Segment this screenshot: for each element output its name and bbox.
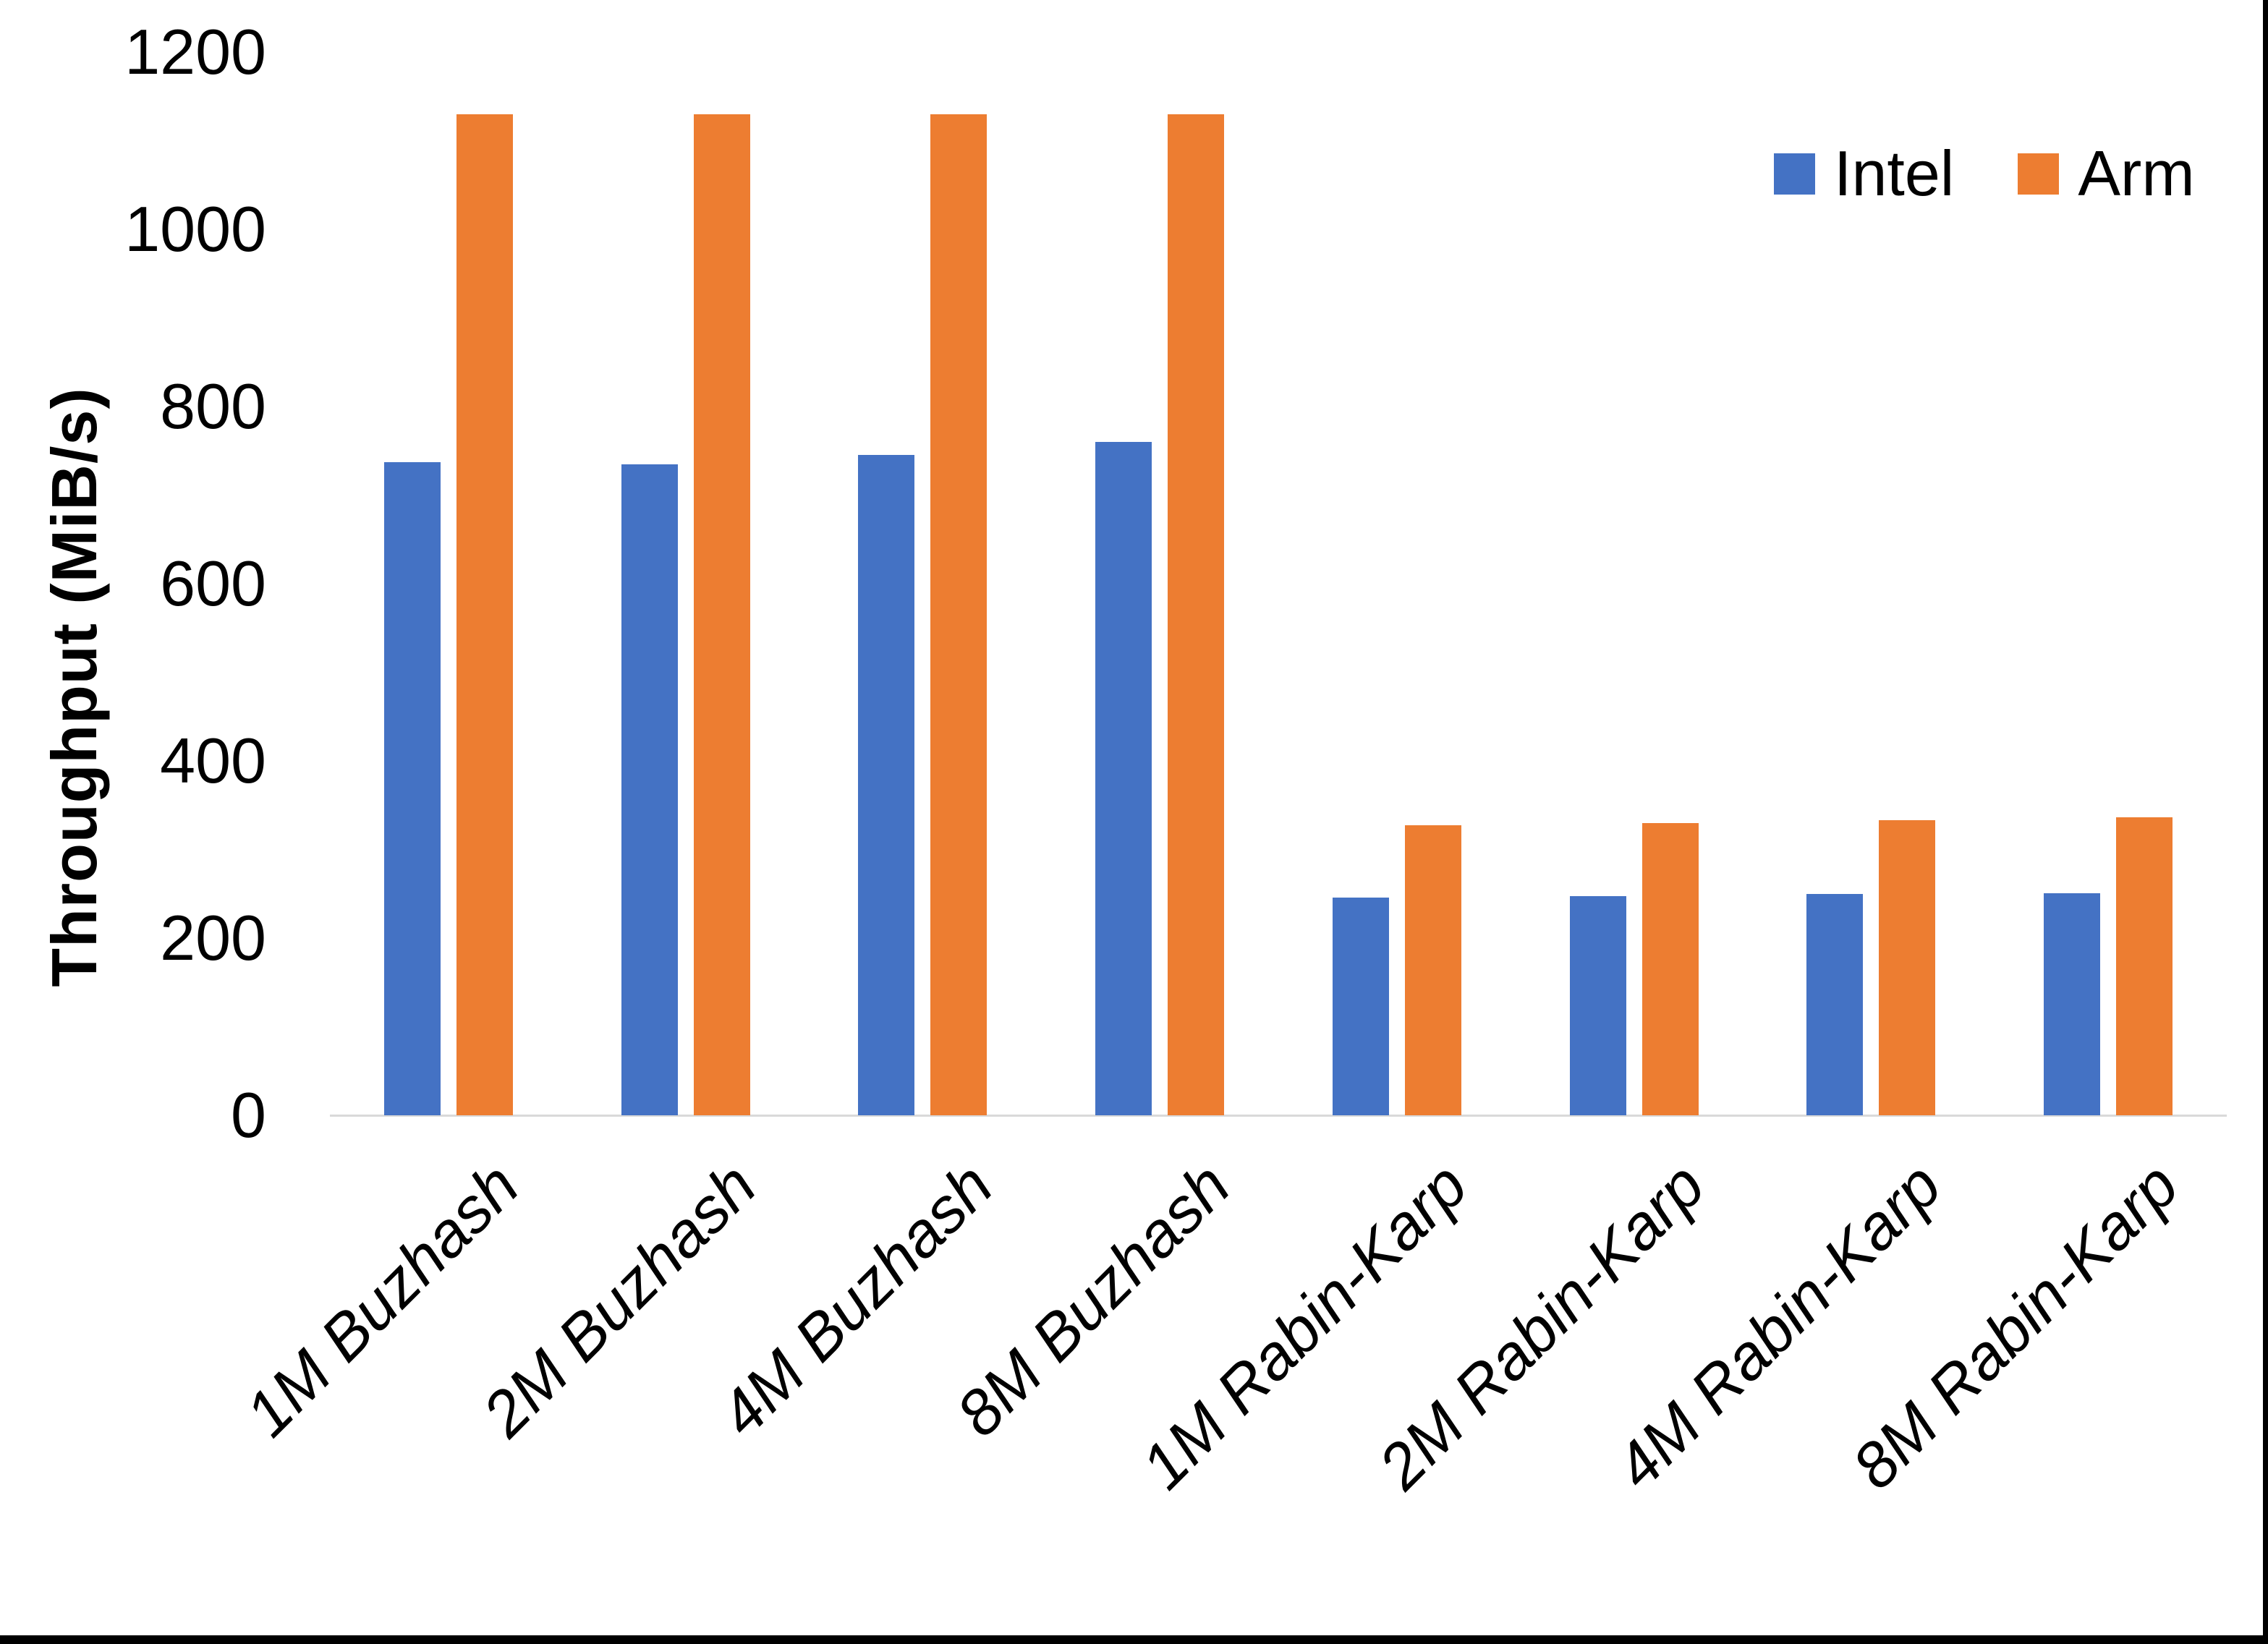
legend-item-arm: Arm <box>2018 137 2195 209</box>
y-tick-label: 800 <box>160 370 266 442</box>
legend: Intel Arm <box>1774 142 2195 205</box>
bar-arm-7 <box>1879 820 1935 1115</box>
bar-intel-1 <box>384 462 441 1115</box>
plot-area <box>330 52 2227 1115</box>
bar-arm-1 <box>456 114 513 1115</box>
legend-swatch-arm <box>2018 153 2060 195</box>
x-axis-line <box>330 1115 2227 1117</box>
bar-intel-6 <box>1570 896 1626 1115</box>
legend-swatch-intel <box>1774 153 1815 195</box>
bar-arm-8 <box>2116 817 2173 1115</box>
bar-intel-7 <box>1806 894 1863 1115</box>
y-tick-label: 1000 <box>124 193 266 265</box>
y-tick-label: 200 <box>160 902 266 974</box>
bar-arm-2 <box>694 114 750 1115</box>
legend-item-intel: Intel <box>1774 142 1954 205</box>
y-axis-title: Throughput (MiB/s) <box>38 387 110 987</box>
bar-arm-5 <box>1405 825 1461 1115</box>
bar-arm-3 <box>930 114 987 1115</box>
bar-intel-4 <box>1095 442 1152 1115</box>
bar-intel-8 <box>2044 893 2100 1115</box>
bar-arm-4 <box>1168 114 1224 1115</box>
y-tick-label: 0 <box>231 1079 266 1151</box>
y-tick-label: 600 <box>160 548 266 619</box>
bar-intel-2 <box>621 464 678 1115</box>
bar-intel-3 <box>858 455 914 1115</box>
legend-label-intel: Intel <box>1834 137 1955 209</box>
bar-arm-6 <box>1642 823 1699 1115</box>
legend-label-arm: Arm <box>2078 137 2195 209</box>
bar-intel-5 <box>1333 898 1389 1115</box>
y-tick-label: 400 <box>160 725 266 796</box>
y-tick-label: 1200 <box>124 16 266 88</box>
